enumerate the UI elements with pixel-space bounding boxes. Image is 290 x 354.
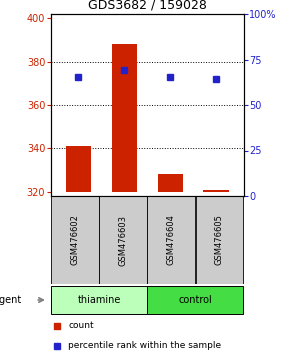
Bar bbox=[66, 146, 91, 192]
Text: GSM476604: GSM476604 bbox=[167, 215, 176, 266]
Text: agent: agent bbox=[0, 295, 22, 305]
Text: count: count bbox=[68, 321, 94, 330]
Text: GSM476605: GSM476605 bbox=[215, 215, 224, 266]
Bar bbox=[99, 196, 147, 284]
Bar bbox=[147, 286, 243, 314]
Bar bbox=[112, 44, 137, 192]
Text: percentile rank within the sample: percentile rank within the sample bbox=[68, 341, 221, 350]
Text: control: control bbox=[179, 295, 212, 305]
Title: GDS3682 / 159028: GDS3682 / 159028 bbox=[88, 0, 206, 11]
Bar bbox=[51, 196, 99, 284]
Text: thiamine: thiamine bbox=[77, 295, 121, 305]
Bar bbox=[51, 286, 147, 314]
Bar bbox=[157, 174, 183, 192]
Text: GSM476602: GSM476602 bbox=[70, 215, 79, 266]
Bar bbox=[147, 196, 195, 284]
Text: GSM476603: GSM476603 bbox=[119, 215, 128, 266]
Bar bbox=[196, 196, 243, 284]
Bar bbox=[203, 189, 229, 192]
